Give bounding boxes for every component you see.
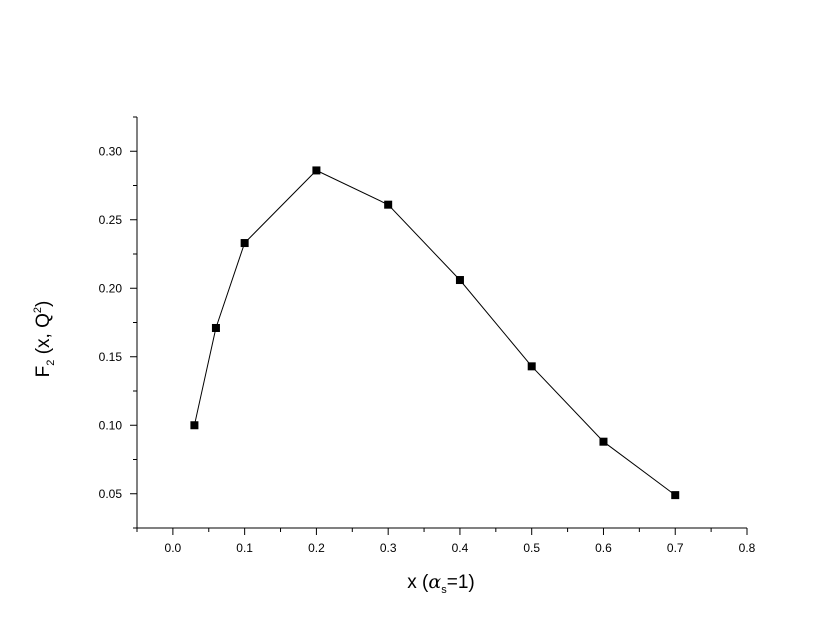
axes: [136, 117, 747, 529]
y-tick-label: 0.15: [99, 350, 123, 364]
data-point-marker: [312, 166, 321, 175]
x-tick-label: 0.2: [308, 541, 325, 555]
x-axis-title: x (αs=1): [407, 571, 474, 596]
y-axis-title-middle: (x, Q: [33, 313, 54, 359]
y-tick-label: 0.10: [99, 418, 123, 432]
x-ticks: 0.0 0.1 0.2 0.3 0.4 0.5 0.6 0.7 0.8: [136, 528, 756, 555]
x-axis-title-subscript: s: [441, 584, 447, 596]
x-tick-label: 0.0: [165, 541, 182, 555]
x-tick-label: 0.4: [452, 541, 469, 555]
x-axis-title-rest: =1): [447, 572, 475, 593]
data-point-marker: [599, 437, 608, 446]
data-point-marker: [455, 276, 464, 285]
x-tick-label: 0.7: [667, 541, 684, 555]
y-ticks: 0.05 0.10 0.15 0.20 0.25 0.30: [99, 116, 137, 529]
x-tick-label: 0.1: [236, 541, 253, 555]
data-point-marker: [671, 491, 680, 500]
x-tick-label: 0.8: [739, 541, 756, 555]
x-axis-title-main: x (: [407, 572, 429, 593]
x-tick-label: 0.6: [595, 541, 612, 555]
y-tick-label: 0.30: [99, 144, 123, 158]
y-axis-title-superscript: 2: [32, 307, 44, 313]
series-line: [193, 169, 676, 496]
plot-area: [190, 166, 680, 500]
y-tick-label: 0.25: [99, 213, 123, 227]
x-tick-label: 0.5: [523, 541, 540, 555]
data-point-marker: [240, 239, 249, 248]
y-tick-label: 0.20: [99, 281, 123, 295]
data-point-marker: [527, 362, 536, 371]
data-point-marker: [384, 200, 393, 209]
y-axis-title: F2 (x, Q2): [32, 301, 57, 378]
data-point-marker: [190, 421, 199, 430]
y-tick-label: 0.05: [99, 487, 123, 501]
data-point-marker: [211, 323, 220, 332]
y-axis-title-main: F: [33, 366, 54, 378]
x-tick-label: 0.3: [380, 541, 397, 555]
y-axis-title-end: ): [33, 301, 54, 307]
x-axis-title-symbol: α: [428, 571, 441, 593]
y-axis-title-subscript: 2: [45, 360, 57, 366]
